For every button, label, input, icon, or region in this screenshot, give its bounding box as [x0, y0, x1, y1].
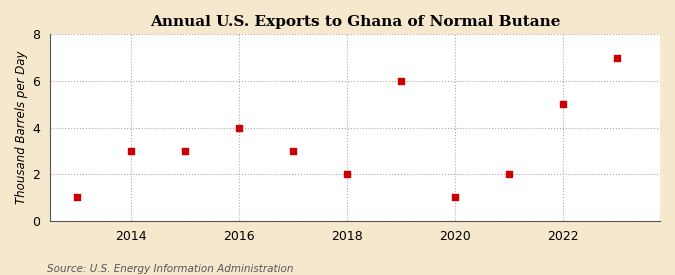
Point [450, 195, 460, 200]
Y-axis label: Thousand Barrels per Day: Thousand Barrels per Day [15, 51, 28, 204]
Point [72, 195, 82, 200]
Point [342, 172, 352, 176]
Point [558, 102, 568, 106]
Point [126, 149, 136, 153]
Point [234, 125, 244, 130]
Point [180, 149, 190, 153]
Point [288, 149, 298, 153]
Point [612, 56, 622, 60]
Text: Source: U.S. Energy Information Administration: Source: U.S. Energy Information Administ… [47, 264, 294, 274]
Title: Annual U.S. Exports to Ghana of Normal Butane: Annual U.S. Exports to Ghana of Normal B… [150, 15, 560, 29]
Point [504, 172, 514, 176]
Point [396, 79, 406, 83]
